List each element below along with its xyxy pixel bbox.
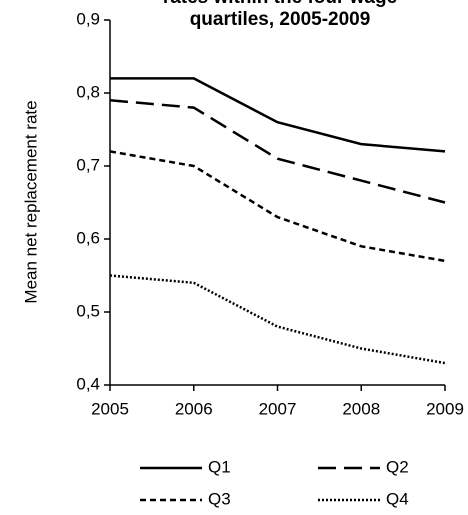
y-axis-label: Mean net replacement rate xyxy=(21,100,40,303)
legend-label: Q1 xyxy=(208,457,231,476)
x-tick-label: 2009 xyxy=(426,399,464,418)
y-tick-label: 0,8 xyxy=(76,82,100,101)
x-tick-label: 2008 xyxy=(342,399,380,418)
legend-label: Q2 xyxy=(386,457,409,476)
data-line xyxy=(109,99,446,204)
data-line xyxy=(110,77,446,153)
legend-label: Q4 xyxy=(386,489,409,508)
x-tick-label: 2005 xyxy=(91,399,129,418)
chart-title: rates within the four wage xyxy=(163,0,397,8)
y-tick-label: 0,4 xyxy=(76,374,100,393)
x-tick-label: 2007 xyxy=(259,399,297,418)
y-tick-label: 0,9 xyxy=(76,9,100,28)
data-line xyxy=(109,274,446,365)
y-tick-label: 0,6 xyxy=(76,228,100,247)
chart-title: quartiles, 2005-2009 xyxy=(190,9,371,30)
y-tick-label: 0,5 xyxy=(76,301,100,320)
x-tick-label: 2006 xyxy=(175,399,213,418)
legend-label: Q3 xyxy=(208,489,231,508)
data-line xyxy=(109,150,446,263)
y-tick-label: 0,7 xyxy=(76,155,100,174)
